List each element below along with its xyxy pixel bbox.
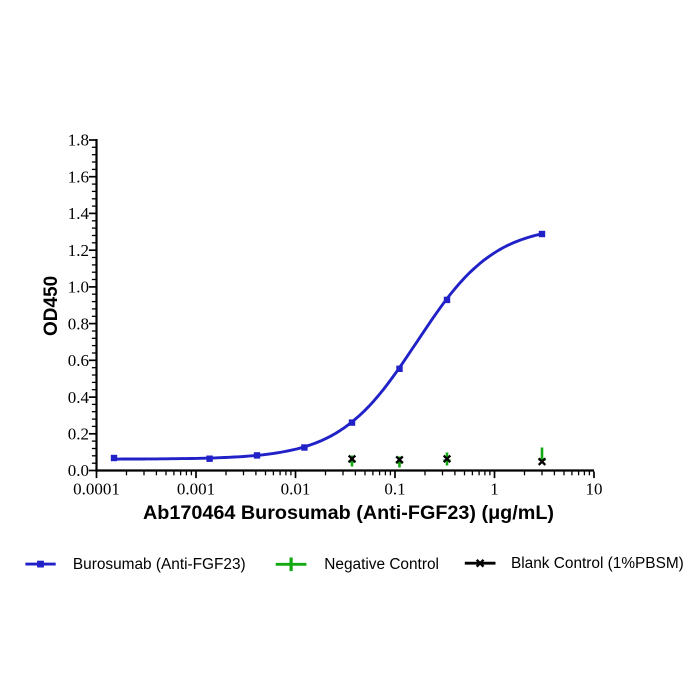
svg-text:1.2: 1.2 [68,241,89,260]
svg-text:10: 10 [586,480,603,499]
svg-text:0.1: 0.1 [384,480,405,499]
svg-text:1.4: 1.4 [68,204,90,223]
svg-text:0.2: 0.2 [68,425,89,444]
svg-text:0.001: 0.001 [177,480,215,499]
svg-text:Negative Control: Negative Control [324,556,439,573]
svg-text:Blank Control (1%PBSM): Blank Control (1%PBSM) [511,555,684,572]
svg-text:Ab170464 Burosumab (Anti-FGF23: Ab170464 Burosumab (Anti-FGF23) (μg/mL) [143,502,554,524]
svg-text:1.8: 1.8 [68,131,89,150]
svg-text:0.6: 0.6 [68,351,89,370]
svg-text:0.0001: 0.0001 [73,480,120,499]
svg-text:0.4: 0.4 [68,388,90,407]
svg-text:0.8: 0.8 [68,314,89,333]
svg-text:1.0: 1.0 [68,278,89,297]
svg-text:0.01: 0.01 [281,480,311,499]
svg-text:1.6: 1.6 [68,167,89,186]
svg-text:OD450: OD450 [41,276,62,336]
svg-text:1: 1 [490,480,499,499]
svg-text:0.0: 0.0 [68,461,89,480]
svg-text:Burosumab (Anti-FGF23): Burosumab (Anti-FGF23) [73,556,246,573]
